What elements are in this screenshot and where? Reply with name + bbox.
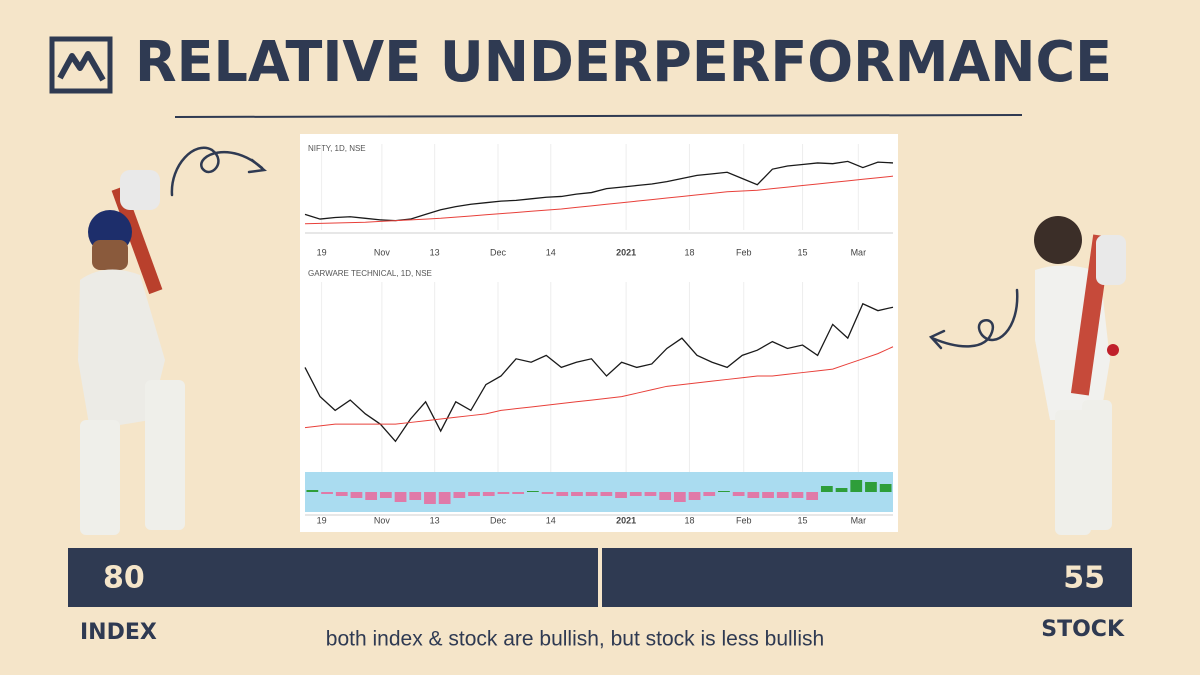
x-tick-label: 15	[798, 247, 808, 257]
title: RELATIVE UNDERPERFORMANCE	[135, 30, 1112, 95]
indicator-bar	[365, 492, 378, 500]
indicator-bar	[732, 492, 745, 496]
index-band	[68, 548, 598, 607]
stock-band	[602, 548, 1132, 607]
indicator-bar	[468, 492, 480, 496]
chart-title: NIFTY, 1D, NSE	[308, 144, 366, 153]
indicator-bar	[335, 492, 348, 496]
indicator-bar	[541, 492, 554, 494]
series-line	[304, 175, 894, 225]
indicator-bar	[688, 492, 701, 500]
x-tick-label: Feb	[736, 515, 752, 525]
indicator-bar	[438, 492, 451, 504]
player-left	[78, 170, 185, 535]
player-right	[1034, 216, 1126, 535]
stock-label: STOCK	[1041, 617, 1125, 642]
indicator-bar	[571, 492, 583, 496]
index-label: INDEX	[80, 620, 157, 645]
indicator-bar	[806, 492, 819, 500]
indicator-bar	[482, 492, 495, 496]
x-tick-label: 18	[684, 515, 694, 525]
indicator-bar	[629, 492, 642, 496]
indicator-bar	[497, 492, 510, 494]
indicator-bar	[776, 492, 789, 498]
indicator-bar	[703, 492, 716, 496]
x-tick-label: 14	[546, 247, 556, 257]
chart-card	[300, 134, 898, 532]
x-tick-label: Nov	[374, 247, 391, 257]
x-tick-label: Mar	[851, 247, 867, 257]
chart-title: GARWARE TECHNICAL, 1D, NSE	[308, 269, 432, 278]
indicator-bar	[615, 492, 627, 498]
indicator-bar	[350, 492, 363, 498]
indicator-bar	[526, 491, 539, 492]
x-tick-label: 2021	[616, 515, 636, 525]
x-tick-label: 19	[317, 515, 327, 525]
indicator-bar	[835, 488, 848, 492]
x-tick-label: 13	[430, 515, 440, 525]
indicator-bar	[865, 482, 877, 492]
x-tick-label: 2021	[616, 247, 636, 257]
index-score: 80	[103, 561, 145, 596]
x-tick-label: 19	[317, 247, 327, 257]
x-tick-label: 14	[546, 515, 556, 525]
indicator-bar	[394, 492, 407, 502]
indicator-bar	[644, 492, 657, 496]
indicator-bar	[409, 492, 422, 500]
indicator-bar	[673, 492, 686, 502]
title-rule	[174, 114, 1023, 118]
indicator-bar	[321, 492, 333, 494]
indicator-bar	[379, 492, 392, 498]
logo	[49, 36, 113, 94]
x-tick-label: Mar	[851, 515, 867, 525]
indicator-bar	[718, 491, 730, 492]
stock-score: 55	[1063, 561, 1105, 596]
indicator-bar	[850, 480, 863, 492]
indicator-bar	[600, 492, 613, 496]
indicator-bar	[762, 492, 774, 498]
x-tick-label: Dec	[490, 247, 507, 257]
series-line	[304, 346, 894, 429]
indicator-bar	[747, 492, 760, 498]
indicator-bar	[424, 492, 436, 504]
x-tick-label: 15	[798, 515, 808, 525]
x-tick-label: 18	[684, 247, 694, 257]
indicator-panel	[305, 472, 893, 512]
x-tick-label: 13	[430, 247, 440, 257]
indicator-bar	[879, 484, 892, 492]
indicator-bar	[585, 492, 598, 496]
series-line	[304, 302, 894, 443]
indicator-bar	[820, 486, 833, 492]
indicator-bar	[453, 492, 466, 498]
indicator-bar	[512, 492, 525, 494]
caption: both index & stock are bullish, but stoc…	[326, 628, 824, 651]
indicator-bar	[556, 492, 569, 496]
indicator-bar	[791, 492, 804, 498]
x-tick-label: Nov	[374, 515, 391, 525]
indicator-bar	[306, 490, 319, 492]
x-tick-label: Feb	[736, 247, 752, 257]
arrows	[170, 146, 1019, 350]
indicator-bar	[659, 492, 672, 500]
x-tick-label: Dec	[490, 515, 507, 525]
